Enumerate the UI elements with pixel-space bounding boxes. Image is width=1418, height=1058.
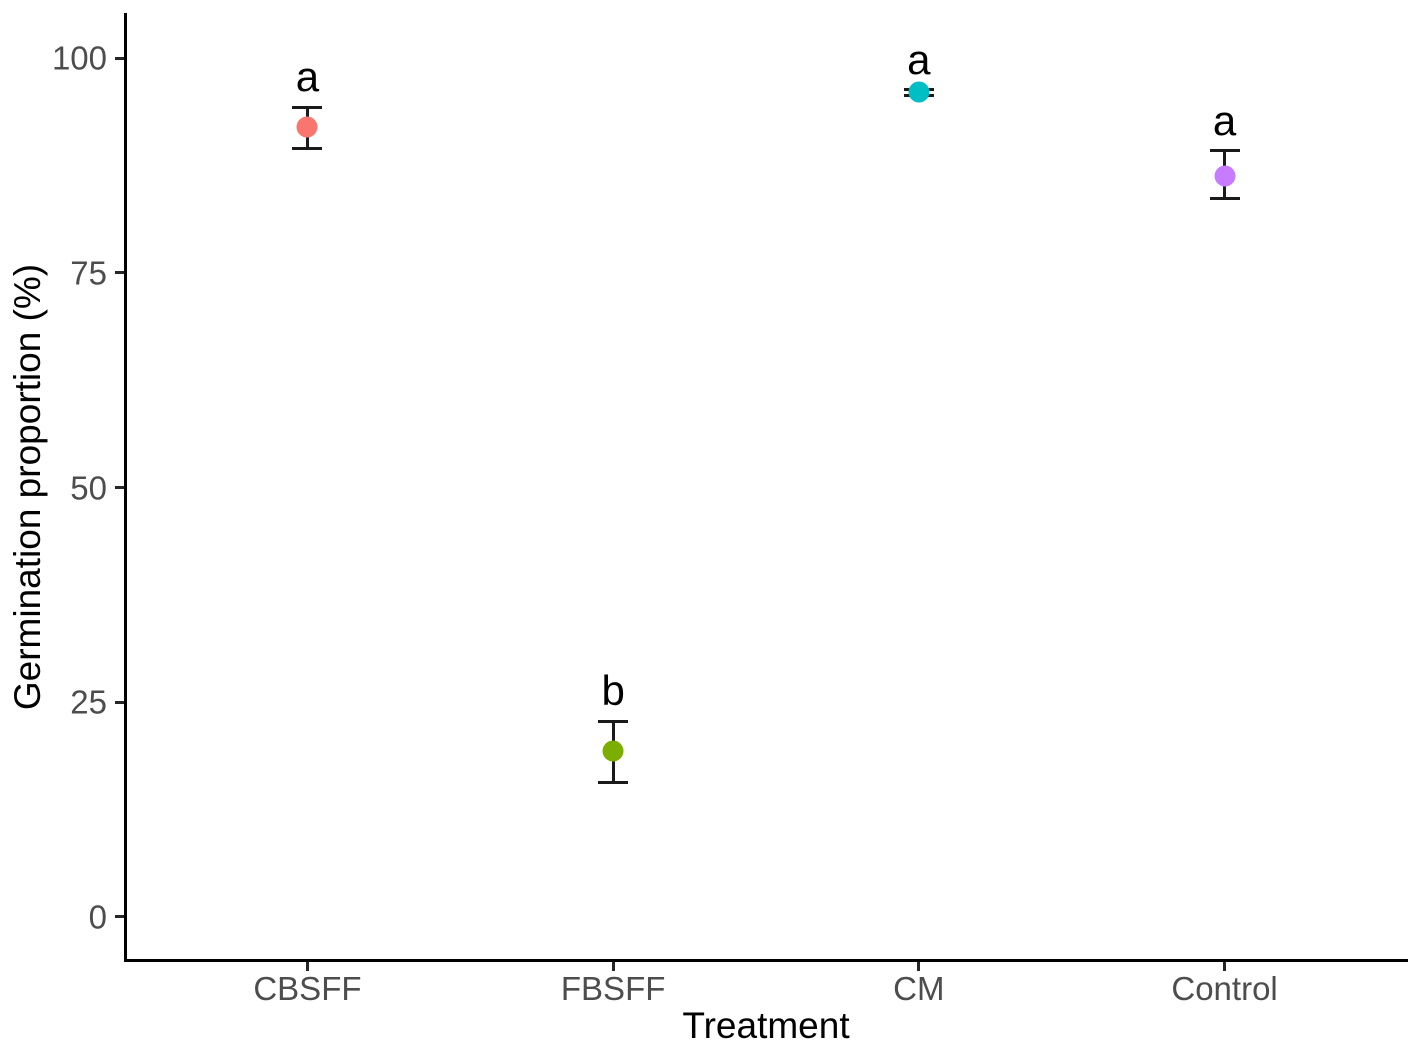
error-bar-cap-bottom <box>598 780 629 784</box>
significance-letter: a <box>295 53 320 101</box>
y-tick-label: 0 <box>88 898 107 936</box>
y-axis-title: Germination proportion (%) <box>7 263 48 711</box>
y-tick-mark <box>115 915 124 919</box>
data-point-cbsff <box>296 116 318 138</box>
y-tick-label: 25 <box>70 683 107 721</box>
significance-letter: a <box>907 35 931 83</box>
y-tick-label: 100 <box>51 39 107 77</box>
significance-letter: a <box>1212 96 1237 144</box>
x-tick-mark <box>1223 962 1227 971</box>
y-tick-mark <box>115 486 124 489</box>
error-bar-cap-bottom <box>292 146 323 150</box>
plot-panel <box>124 13 1408 962</box>
error-bar-cap-top <box>292 105 323 109</box>
x-tick-label: FBSFF <box>560 970 666 1007</box>
data-point-fbsff <box>602 740 624 762</box>
y-tick-mark <box>115 700 124 704</box>
significance-letter: b <box>601 667 625 715</box>
x-tick-label: Control <box>1171 970 1278 1007</box>
data-point-control <box>1214 165 1236 187</box>
x-tick-mark <box>305 962 309 971</box>
x-tick-label: CM <box>893 970 945 1007</box>
x-tick-label: CBSFF <box>253 970 362 1007</box>
x-tick-mark <box>917 962 921 971</box>
error-bar-cap-top <box>1209 149 1240 153</box>
y-tick-mark <box>115 56 124 60</box>
data-point-cm <box>908 81 930 103</box>
error-bar-cap-bottom <box>1209 197 1240 201</box>
error-bar-cap-top <box>598 719 629 723</box>
x-axis-title: Treatment <box>682 1005 850 1046</box>
y-tick-label: 50 <box>70 469 107 506</box>
y-tick-label: 75 <box>70 254 107 292</box>
x-tick-mark <box>611 962 615 971</box>
y-tick-mark <box>115 271 124 275</box>
